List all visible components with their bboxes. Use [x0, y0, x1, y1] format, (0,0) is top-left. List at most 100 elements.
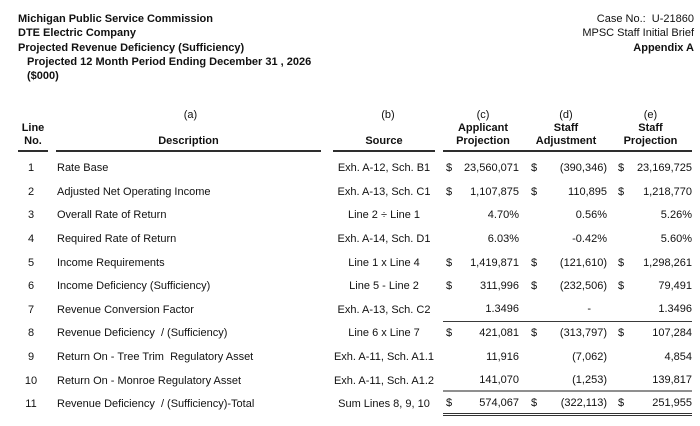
- staff-adjustment-value: (390,346): [559, 162, 607, 175]
- staff-adjustment-cell: $ (322,113): [523, 392, 609, 417]
- row-source: Line 1 x Line 4: [348, 256, 420, 269]
- staff-projection-cell: 1.3496: [609, 298, 692, 322]
- staff-adjustment-cell: $ (313,797): [523, 322, 609, 346]
- row-source: Line 5 - Line 2: [349, 280, 419, 293]
- staff-adjustment-value: (121,610): [559, 256, 607, 269]
- staff-adjustment-value: -: [587, 303, 591, 316]
- header-line-no: Line No.: [18, 122, 48, 153]
- column-letters-row: (a) (b) (c) (d) (e): [18, 109, 696, 122]
- applicant-projection-value: 23,560,071: [463, 162, 519, 175]
- row-description: Return On - Tree Trim Regulatory Asset: [57, 351, 254, 364]
- row-source: Line 6 x Line 7: [348, 327, 420, 340]
- dollar-sign: $: [618, 256, 625, 269]
- table-row: 2 Adjusted Net Operating Income Exh. A-1…: [18, 180, 696, 204]
- header-source: Source: [333, 135, 435, 153]
- staff-adjustment-cell: -0.42%: [523, 227, 609, 251]
- applicant-projection-value: 1,107,875: [470, 185, 519, 198]
- staff-projection-cell: 4,854: [609, 345, 692, 369]
- staff-projection-cell: 5.26%: [609, 204, 692, 228]
- table-row: 4 Required Rate of Return Exh. A-14, Sch…: [18, 227, 696, 251]
- applicant-projection-value: 141,070: [479, 373, 519, 386]
- staff-projection-cell: 5.60%: [609, 227, 692, 251]
- line-number: 6: [27, 280, 35, 293]
- applicant-projection-value: 574,067: [479, 396, 519, 409]
- table-row: 8 Revenue Deficiency / (Sufficiency) Lin…: [18, 322, 696, 346]
- row-description: Revenue Deficiency / (Sufficiency): [57, 327, 228, 340]
- applicant-projection-value: 421,081: [479, 327, 519, 340]
- staff-projection-value: 251,955: [652, 396, 692, 409]
- applicant-projection-cell: $ 23,560,071: [443, 156, 523, 180]
- table-row: 9 Return On - Tree Trim Regulatory Asset…: [18, 345, 696, 369]
- header-left-block: Michigan Public Service Commission DTE E…: [18, 12, 311, 83]
- table-row: 11 Revenue Deficiency / (Sufficiency)-To…: [18, 392, 696, 417]
- brief-title: MPSC Staff Initial Brief: [582, 27, 694, 40]
- applicant-projection-value: 4.70%: [487, 209, 519, 222]
- staff-adjustment-cell: $ 110,895: [523, 180, 609, 204]
- staff-adjustment-cell: (1,253): [523, 369, 609, 393]
- staff-projection-cell: $ 107,284: [609, 322, 692, 346]
- row-source: Exh. A-13, Sch. C2: [337, 303, 431, 316]
- staff-adjustment-value: (1,253): [572, 373, 607, 386]
- line-number: 11: [25, 398, 37, 411]
- line-number: 10: [24, 374, 38, 387]
- staff-adjustment-cell: $ (121,610): [523, 251, 609, 275]
- dollar-sign: $: [446, 162, 453, 175]
- line-number: 3: [27, 209, 35, 222]
- units-line: ($000): [27, 70, 59, 83]
- applicant-projection-value: 1.3496: [485, 303, 519, 316]
- row-source: Exh. A-11, Sch. A1.2: [333, 374, 435, 387]
- staff-projection-value: 23,169,725: [636, 162, 692, 175]
- row-source: Exh. A-12, Sch. B1: [337, 162, 431, 175]
- applicant-projection-cell: 141,070: [443, 369, 523, 393]
- applicant-projection-value: 1,419,871: [470, 256, 519, 269]
- header-staff-adj-top: Staff: [553, 122, 579, 135]
- table-header-row: Line No. Description Source Applicant Pr…: [18, 122, 696, 153]
- row-description: Adjusted Net Operating Income: [57, 185, 211, 198]
- staff-projection-cell: $ 1,298,261: [609, 251, 692, 275]
- header-staff-proj-top: Staff: [638, 122, 663, 135]
- applicant-projection-cell: 4.70%: [443, 204, 523, 228]
- staff-adjustment-value: (232,506): [559, 280, 607, 293]
- dollar-sign: $: [531, 327, 538, 340]
- row-description: Return On - Monroe Regulatory Asset: [57, 374, 242, 387]
- applicant-projection-cell: $ 1,419,871: [443, 251, 523, 275]
- dollar-sign: $: [618, 185, 625, 198]
- line-number: 5: [27, 256, 35, 269]
- row-source: Exh. A-14, Sch. D1: [337, 233, 431, 246]
- col-letter-c: (c): [476, 109, 490, 122]
- row-description: Revenue Conversion Factor: [57, 303, 194, 316]
- staff-adjustment-cell: $ (390,346): [523, 156, 609, 180]
- header-applicant-bottom: Projection: [456, 134, 510, 147]
- applicant-projection-cell: $ 1,107,875: [443, 180, 523, 204]
- dollar-sign: $: [618, 327, 625, 340]
- line-number: 9: [27, 351, 35, 364]
- staff-adjustment-cell: -: [523, 298, 609, 322]
- header-line-no-bottom: No.: [24, 134, 42, 147]
- header-staff-projection: Staff Projection: [609, 122, 692, 153]
- company-name: DTE Electric Company: [18, 27, 136, 40]
- staff-projection-value: 1,298,261: [643, 256, 692, 269]
- report-title: Projected Revenue Deficiency (Sufficienc…: [18, 41, 245, 54]
- staff-projection-value: 5.26%: [660, 209, 692, 222]
- appendix-label: Appendix A: [633, 41, 694, 54]
- header-applicant-projection: Applicant Projection: [443, 122, 523, 153]
- col-letter-e: (e): [643, 109, 658, 122]
- staff-adjustment-cell: $ (232,506): [523, 274, 609, 298]
- header-right-block: Case No.: U-21860 MPSC Staff Initial Bri…: [582, 12, 696, 83]
- staff-projection-cell: $ 1,218,770: [609, 180, 692, 204]
- staff-adjustment-value: (313,797): [559, 327, 607, 340]
- staff-adjustment-value: 0.56%: [575, 209, 607, 222]
- line-number: 7: [27, 303, 35, 316]
- staff-adjustment-cell: 0.56%: [523, 204, 609, 228]
- staff-projection-cell: $ 79,491: [609, 274, 692, 298]
- commission-name: Michigan Public Service Commission: [18, 13, 213, 25]
- applicant-projection-cell: 11,916: [443, 345, 523, 369]
- row-description: Income Deficiency (Sufficiency): [57, 280, 211, 293]
- dollar-sign: $: [618, 280, 625, 293]
- staff-projection-value: 107,284: [652, 327, 692, 340]
- dollar-sign: $: [531, 256, 538, 269]
- header-staff-proj-bottom: Projection: [623, 134, 678, 147]
- staff-projection-value: 1.3496: [658, 303, 692, 316]
- period-line: Projected 12 Month Period Ending Decembe…: [27, 55, 312, 68]
- dollar-sign: $: [446, 256, 453, 269]
